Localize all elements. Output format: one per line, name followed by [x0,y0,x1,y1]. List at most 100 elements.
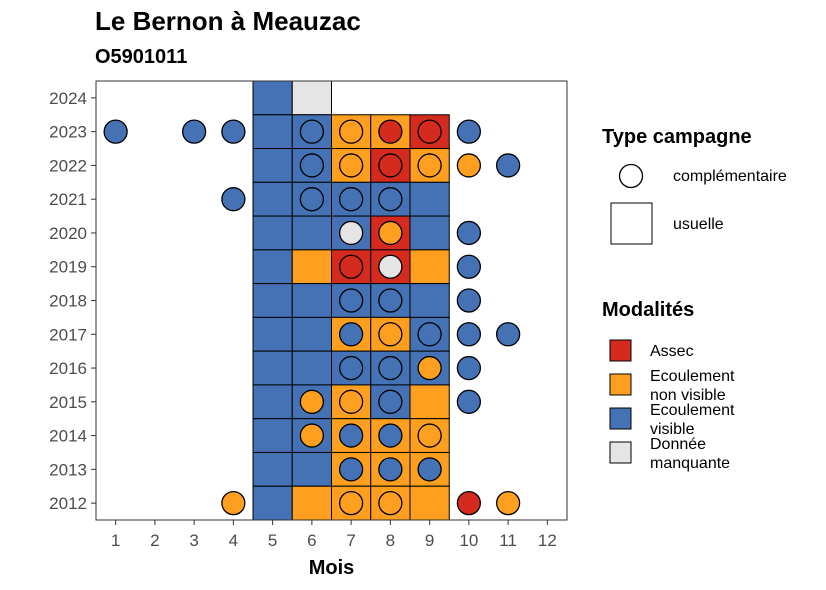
x-tick-label: 8 [386,531,395,550]
usuelle-tile [252,485,293,521]
x-tick-label: 12 [538,531,557,550]
complementaire-point [221,490,246,516]
complementaire-point [495,490,521,516]
legend-key-fill [609,339,632,362]
usuelle-tile [291,485,332,521]
complementaire-point [378,288,403,313]
complementaire-point [378,355,403,381]
legend-label: visible [650,421,695,438]
usuelle-tile [291,316,332,352]
complementaire-point [338,220,364,246]
complementaire-point [417,119,442,144]
usuelle-tile [252,181,293,217]
complementaire-point [338,389,364,414]
usuelle-tile [291,215,332,251]
y-tick-label: 2016 [49,359,87,378]
legend-label: Donnée [650,436,706,453]
legend-title-modalites: Modalités [602,299,694,321]
complementaire-point [299,119,325,144]
legend-label: manquante [650,455,730,472]
y-tick-label: 2020 [49,224,87,243]
x-tick-label: 3 [189,531,198,550]
complementaire-point [338,254,364,279]
x-tick-label: 1 [111,531,120,550]
usuelle-tile [252,384,293,420]
x-tick-label: 10 [459,531,478,550]
complementaire-point [299,389,325,414]
complementaire-point [338,187,364,212]
usuelle-tile [409,485,450,521]
usuelle-tile [291,350,332,386]
x-tick-label: 7 [346,531,355,550]
usuelle-tile [252,451,293,487]
y-tick-label: 2014 [49,427,87,446]
usuelle-tile [291,283,332,318]
legend-key-fill [609,407,632,430]
complementaire-point [456,119,482,144]
usuelle-tile [252,418,293,453]
legend-key-fill [609,441,632,464]
complementaire-point [338,355,364,381]
legend-label: Assec [650,343,694,360]
y-tick-label: 2018 [49,292,87,311]
complementaire-point [338,490,364,516]
x-tick-label: 6 [307,531,316,550]
legend-label: Ecoulement [650,402,735,419]
chart-title: Le Bernon à Meauzac [95,6,361,36]
complementaire-point [378,153,403,178]
y-tick-label: 2013 [49,460,87,479]
usuelle-tile [252,215,293,251]
complementaire-point [417,423,442,448]
y-tick-label: 2024 [49,89,87,108]
x-tick-label: 9 [425,531,434,550]
legend-label: usuelle [673,216,724,233]
usuelle-tile [409,215,450,251]
complementaire-point [338,457,364,482]
complementaire-point [456,355,482,381]
y-tick-label: 2021 [49,190,87,209]
x-tick-label: 5 [268,531,277,550]
complementaire-point [338,322,364,347]
usuelle-tile [291,80,332,116]
y-tick-label: 2019 [49,258,87,277]
complementaire-point [417,355,442,381]
complementaire-point [456,153,482,178]
usuelle-tile [409,249,450,285]
x-axis-title: Mois [309,557,355,579]
complementaire-point [338,153,364,178]
y-tick-label: 2022 [49,156,87,175]
complementaire-point [378,457,403,482]
complementaire-point [103,119,128,144]
complementaire-point [221,119,246,144]
usuelle-tile [252,350,293,386]
usuelle-tile [252,316,293,352]
usuelle-tile [291,451,332,487]
complementaire-point [378,187,403,212]
complementaire-point [378,220,403,246]
complementaire-point [456,490,482,516]
complementaire-point [417,322,442,347]
legend-key-square [610,202,653,245]
legend-title-type: Type campagne [602,126,752,148]
y-tick-label: 2015 [49,393,87,412]
usuelle-tile [409,181,450,217]
complementaire-point [221,187,246,212]
y-tick-label: 2023 [49,123,87,142]
complementaire-point [338,423,364,448]
complementaire-point [456,288,482,313]
complementaire-point [299,423,325,448]
usuelle-tile [252,80,293,116]
complementaire-point [299,153,325,178]
y-tick-label: 2012 [49,494,87,513]
complementaire-point [456,322,482,347]
usuelle-tile [252,249,293,285]
complementaire-point [338,288,364,313]
complementaire-point [456,220,482,246]
usuelle-tile [291,249,332,285]
x-tick-label: 2 [150,531,159,550]
x-tick-label: 11 [499,531,517,550]
complementaire-point [495,322,521,347]
x-tick-label: 4 [229,531,238,550]
usuelle-tile [409,283,450,318]
